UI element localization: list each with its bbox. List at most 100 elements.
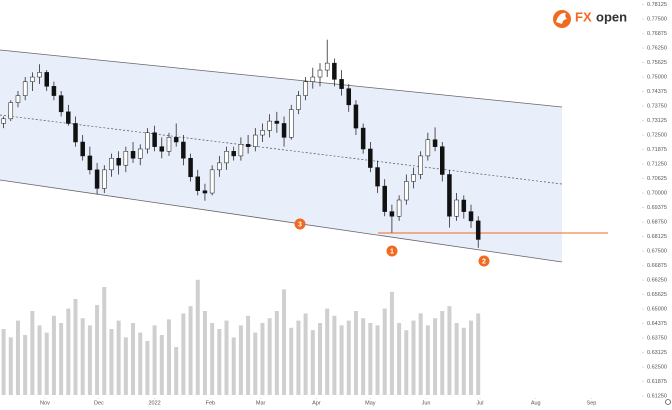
y-tick-label: 0.76875 [647, 31, 667, 37]
candle-body [245, 144, 251, 147]
candle-body [454, 199, 459, 217]
volume-bar [425, 325, 430, 395]
marker-circle [478, 255, 490, 267]
y-tick-label: 0.63125 [647, 350, 667, 356]
y-tick-label: 0.65000 [647, 307, 667, 313]
candle-body [404, 181, 409, 201]
candle-body [360, 127, 366, 150]
y-tick-label: 0.68125 [647, 234, 667, 240]
candle-body [202, 190, 208, 194]
candle-body [123, 151, 129, 166]
candle-body [310, 76, 316, 82]
volume-bar [282, 289, 287, 395]
volume-bar [73, 299, 78, 395]
volume-bar [346, 320, 351, 395]
candle-body [80, 141, 85, 157]
volume-bar [267, 318, 272, 395]
volume-bar [411, 320, 416, 395]
volume-bar [80, 318, 85, 395]
y-tick-label: 0.78125 [647, 2, 667, 8]
candle-body [66, 111, 71, 124]
x-tick-label: Mar [256, 400, 266, 406]
x-tick-label: Apr [312, 400, 321, 406]
candle-body [217, 162, 222, 171]
volume-bar [469, 320, 474, 395]
x-tick-label: Feb [206, 400, 215, 406]
candle-body [396, 199, 402, 217]
candle-body [425, 139, 431, 157]
volume-bar [210, 323, 215, 395]
y-tick-label: 0.62500 [647, 365, 667, 371]
candle-body [109, 157, 114, 171]
volume-layer [1, 279, 481, 395]
candle-body [8, 102, 14, 120]
volume-bar [433, 318, 438, 395]
y-tick-label: 0.66875 [647, 263, 667, 269]
candle-body [432, 139, 438, 147]
candle-body [475, 220, 481, 240]
volume-bar [253, 332, 258, 395]
volume-bar [325, 308, 330, 395]
candle-body [159, 146, 165, 152]
volume-bar [59, 323, 64, 395]
y-tick-label: 0.76250 [647, 45, 667, 51]
volume-bar [145, 341, 150, 395]
y-tick-label: 0.64375 [647, 321, 667, 327]
volume-bar [30, 311, 35, 395]
volume-bar [289, 327, 294, 395]
settings-icon[interactable] [665, 399, 671, 405]
y-tick-label: 0.71875 [647, 147, 667, 153]
volume-bar [37, 325, 42, 395]
candle-body [439, 146, 445, 175]
candle-body [281, 123, 287, 138]
candle-body [260, 130, 265, 136]
volume-bar [202, 311, 207, 395]
candle-body [461, 199, 467, 212]
candle-body [30, 76, 35, 82]
candle-body [267, 120, 272, 131]
candle-body [418, 155, 423, 175]
y-tick-label: 0.74375 [647, 89, 667, 95]
volume-bar [397, 323, 402, 395]
volume-bar [454, 323, 459, 395]
candle-body [411, 174, 416, 182]
candle-body [173, 137, 179, 143]
marker: 2 [478, 255, 490, 267]
candle-body [145, 132, 150, 150]
candle-body [181, 141, 186, 159]
candle-body [130, 151, 136, 159]
candle-body [324, 62, 330, 71]
y-tick-label: 0.72500 [647, 132, 667, 138]
y-tick-label: 0.66250 [647, 278, 667, 284]
candle-body [353, 104, 359, 129]
channel-fill [0, 50, 562, 262]
volume-bar [339, 325, 344, 395]
y-tick-label: 0.70000 [647, 191, 667, 197]
volume-bar [224, 320, 229, 395]
candle-body [166, 137, 172, 152]
volume-bar [51, 315, 56, 395]
candle-body [346, 88, 352, 106]
volume-bar [102, 287, 107, 395]
x-tick-label: Sep [587, 400, 597, 406]
marker-label: 3 [298, 221, 302, 228]
y-tick-label: 0.75625 [647, 60, 667, 66]
volume-bar [274, 311, 279, 395]
y-tick-label: 0.70625 [647, 176, 667, 182]
candle-body [375, 167, 380, 187]
candle-body [188, 157, 193, 178]
x-tick-label: 2022 [148, 400, 160, 406]
volume-bar [318, 323, 322, 395]
y-tick-label: 0.61250 [647, 394, 667, 400]
candle-body [22, 81, 28, 96]
candle-body [317, 69, 323, 78]
volume-bar [260, 323, 265, 395]
marker: 1 [386, 245, 398, 257]
volume-bar [461, 327, 466, 395]
channel-lower [0, 179, 563, 263]
marker: 3 [294, 218, 306, 230]
volume-bar [15, 320, 20, 395]
volume-bar [382, 308, 387, 395]
volume-bar [152, 325, 157, 395]
volume-bar [231, 337, 236, 395]
